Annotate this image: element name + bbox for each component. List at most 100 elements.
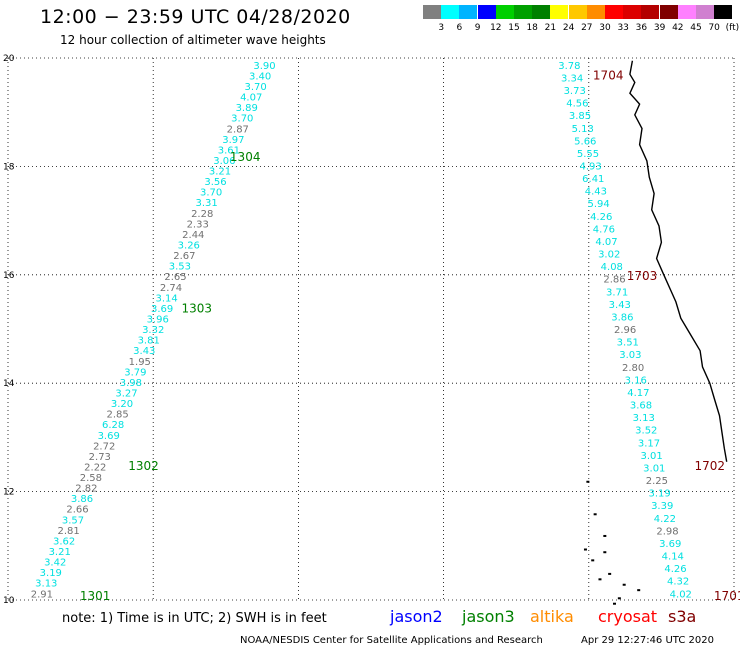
wave-height-value: 3.01 bbox=[643, 464, 665, 475]
colorbar-swatch bbox=[423, 5, 441, 19]
colorbar-label: 42 bbox=[672, 23, 684, 33]
wave-height-value: 4.93 bbox=[579, 162, 601, 173]
wave-height-value: 2.33 bbox=[187, 219, 209, 230]
lat-tick-label: 14 bbox=[3, 379, 15, 389]
island-mark bbox=[603, 534, 607, 537]
wave-height-value: 3.17 bbox=[638, 438, 660, 449]
pass-time-label: 1703 bbox=[627, 269, 658, 283]
colorbar-swatch bbox=[623, 5, 642, 19]
island-mark bbox=[591, 559, 595, 562]
colorbar-swatch bbox=[532, 5, 551, 19]
wave-height-value: 4.76 bbox=[593, 224, 615, 235]
wave-height-value: 2.98 bbox=[656, 526, 678, 537]
wave-height-value: 4.08 bbox=[601, 262, 623, 273]
wave-height-value: 2.81 bbox=[57, 526, 79, 537]
wave-height-value: 3.78 bbox=[558, 61, 580, 72]
wave-height-value: 4.32 bbox=[667, 577, 689, 588]
credit-text: NOAA/NESDIS Center for Satellite Applica… bbox=[240, 635, 543, 646]
wave-height-value: 2.80 bbox=[622, 363, 644, 374]
pass-time-label: 1301 bbox=[80, 589, 111, 603]
colorbar-label: 6 bbox=[456, 23, 463, 33]
satellite-legend-item: jason2 bbox=[390, 607, 443, 626]
wave-height-value: 2.22 bbox=[84, 463, 106, 474]
colorbar-label: 15 bbox=[508, 23, 520, 33]
satellite-legend-item: altika bbox=[530, 607, 574, 626]
wave-height-value: 3.40 bbox=[249, 71, 271, 82]
wave-height-value: 3.62 bbox=[53, 536, 75, 547]
wave-height-value: 5.13 bbox=[572, 124, 594, 135]
wave-height-value: 3.96 bbox=[147, 315, 169, 326]
wave-height-value: 2.28 bbox=[191, 209, 213, 220]
colorbar-label: 30 bbox=[599, 23, 611, 33]
island-mark bbox=[617, 597, 621, 600]
colorbar-swatch bbox=[459, 5, 478, 19]
wave-height-value: 3.68 bbox=[630, 401, 652, 412]
wave-height-value: 2.67 bbox=[173, 251, 195, 262]
colorbar-swatch bbox=[441, 5, 460, 19]
wave-height-value: 3.69 bbox=[98, 431, 120, 442]
lat-tick-label: 12 bbox=[3, 488, 14, 498]
island-mark bbox=[613, 602, 616, 605]
colorbar-swatch bbox=[568, 5, 587, 19]
wave-height-value: 2.72 bbox=[93, 441, 115, 452]
wave-height-value: 3.69 bbox=[659, 539, 681, 550]
colorbar-label: 36 bbox=[635, 23, 648, 33]
wave-height-value: 3.73 bbox=[564, 86, 586, 97]
wave-height-value: 3.43 bbox=[133, 346, 155, 357]
island-mark bbox=[637, 589, 641, 592]
wave-height-value: 3.89 bbox=[236, 103, 258, 114]
pass-time-label: 1303 bbox=[182, 302, 213, 316]
colorbar-swatch bbox=[605, 5, 623, 19]
pass-time-label: 1304 bbox=[230, 150, 261, 164]
pass-time-label: 1704 bbox=[593, 69, 624, 83]
wave-height-value: 2.91 bbox=[31, 589, 53, 600]
colorbar-swatch bbox=[495, 5, 514, 19]
wave-height-value: 3.70 bbox=[231, 114, 253, 125]
wave-height-value: 3.31 bbox=[195, 198, 217, 209]
colorbar-swatch bbox=[714, 5, 733, 19]
wave-height-value: 5.55 bbox=[577, 149, 599, 160]
wave-height-value: 3.86 bbox=[71, 494, 93, 505]
wave-height-value: 6.41 bbox=[582, 174, 604, 185]
wave-height-value: 3.16 bbox=[625, 375, 647, 386]
wave-height-value: 3.56 bbox=[204, 177, 226, 188]
island-mark bbox=[598, 578, 602, 581]
wave-height-value: 3.86 bbox=[611, 313, 633, 324]
coastline bbox=[583, 60, 728, 605]
wave-height-value: 6.28 bbox=[102, 420, 124, 431]
satellite-legend-item: jason3 bbox=[462, 607, 515, 626]
wave-height-value: 3.97 bbox=[222, 135, 244, 146]
colorbar-label: 24 bbox=[562, 23, 575, 33]
wave-height-value: 2.87 bbox=[227, 124, 249, 135]
wave-height-value: 5.66 bbox=[574, 136, 596, 147]
wave-height-value: 3.21 bbox=[49, 547, 71, 558]
wave-height-value: 3.39 bbox=[651, 501, 673, 512]
wave-height-value: 5.94 bbox=[587, 199, 609, 210]
satellite-legend-item: cryosat bbox=[598, 607, 658, 626]
colorbar-label: 27 bbox=[581, 23, 593, 33]
axis-tick-labels: 606366697275201816141210 bbox=[3, 54, 15, 605]
colorbar-swatch bbox=[514, 5, 532, 19]
wave-height-value: 2.86 bbox=[603, 275, 625, 286]
wave-height-value: 3.42 bbox=[44, 558, 66, 569]
colorbar-label: 21 bbox=[544, 23, 557, 33]
wave-height-value: 4.17 bbox=[627, 388, 649, 399]
lat-tick-label: 10 bbox=[3, 596, 15, 605]
colorbar-label: 33 bbox=[617, 23, 629, 33]
wave-height-value: 4.26 bbox=[664, 564, 686, 575]
wave-height-value: 3.34 bbox=[561, 73, 583, 84]
colorbar-label: 12 bbox=[490, 23, 502, 33]
wave-height-value: 3.13 bbox=[633, 413, 655, 424]
wave-height-value: 4.22 bbox=[654, 514, 676, 525]
wave-height-value: 2.25 bbox=[646, 476, 668, 487]
wave-height-value: 4.56 bbox=[566, 99, 588, 110]
island-mark bbox=[603, 551, 607, 554]
colorbar-swatch bbox=[659, 5, 678, 19]
colorbar-label: 3 bbox=[438, 23, 445, 33]
lat-tick-label: 18 bbox=[3, 162, 15, 172]
colorbar-label: 9 bbox=[474, 23, 481, 33]
page-title: 12:00 − 23:59 UTC 04/28/2020 bbox=[40, 6, 351, 28]
wave-height-value: 3.52 bbox=[635, 426, 657, 437]
wave-height-value: 3.02 bbox=[598, 250, 620, 261]
wave-height-value: 2.82 bbox=[75, 484, 97, 495]
